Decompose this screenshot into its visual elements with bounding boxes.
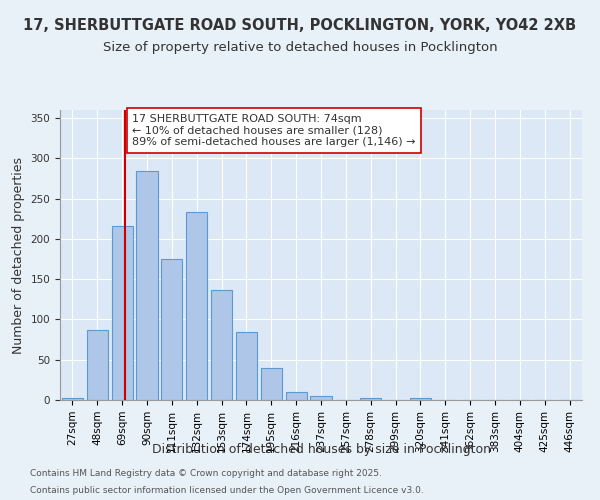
- Bar: [161, 259, 182, 400]
- Text: 17, SHERBUTTGATE ROAD SOUTH, POCKLINGTON, YORK, YO42 2XB: 17, SHERBUTTGATE ROAD SOUTH, POCKLINGTON…: [23, 18, 577, 32]
- Bar: [261, 368, 282, 400]
- Bar: [186, 212, 207, 400]
- Bar: [236, 332, 257, 400]
- Bar: [360, 398, 381, 400]
- Bar: [136, 171, 158, 400]
- Bar: [286, 392, 307, 400]
- Text: Contains public sector information licensed under the Open Government Licence v3: Contains public sector information licen…: [30, 486, 424, 495]
- Bar: [87, 330, 108, 400]
- Text: Size of property relative to detached houses in Pocklington: Size of property relative to detached ho…: [103, 41, 497, 54]
- Bar: [310, 396, 332, 400]
- Bar: [112, 226, 133, 400]
- Y-axis label: Number of detached properties: Number of detached properties: [12, 156, 25, 354]
- Bar: [410, 398, 431, 400]
- Bar: [211, 290, 232, 400]
- Text: Distribution of detached houses by size in Pocklington: Distribution of detached houses by size …: [151, 442, 491, 456]
- Text: Contains HM Land Registry data © Crown copyright and database right 2025.: Contains HM Land Registry data © Crown c…: [30, 468, 382, 477]
- Text: 17 SHERBUTTGATE ROAD SOUTH: 74sqm
← 10% of detached houses are smaller (128)
89%: 17 SHERBUTTGATE ROAD SOUTH: 74sqm ← 10% …: [132, 114, 416, 147]
- Bar: [62, 398, 83, 400]
